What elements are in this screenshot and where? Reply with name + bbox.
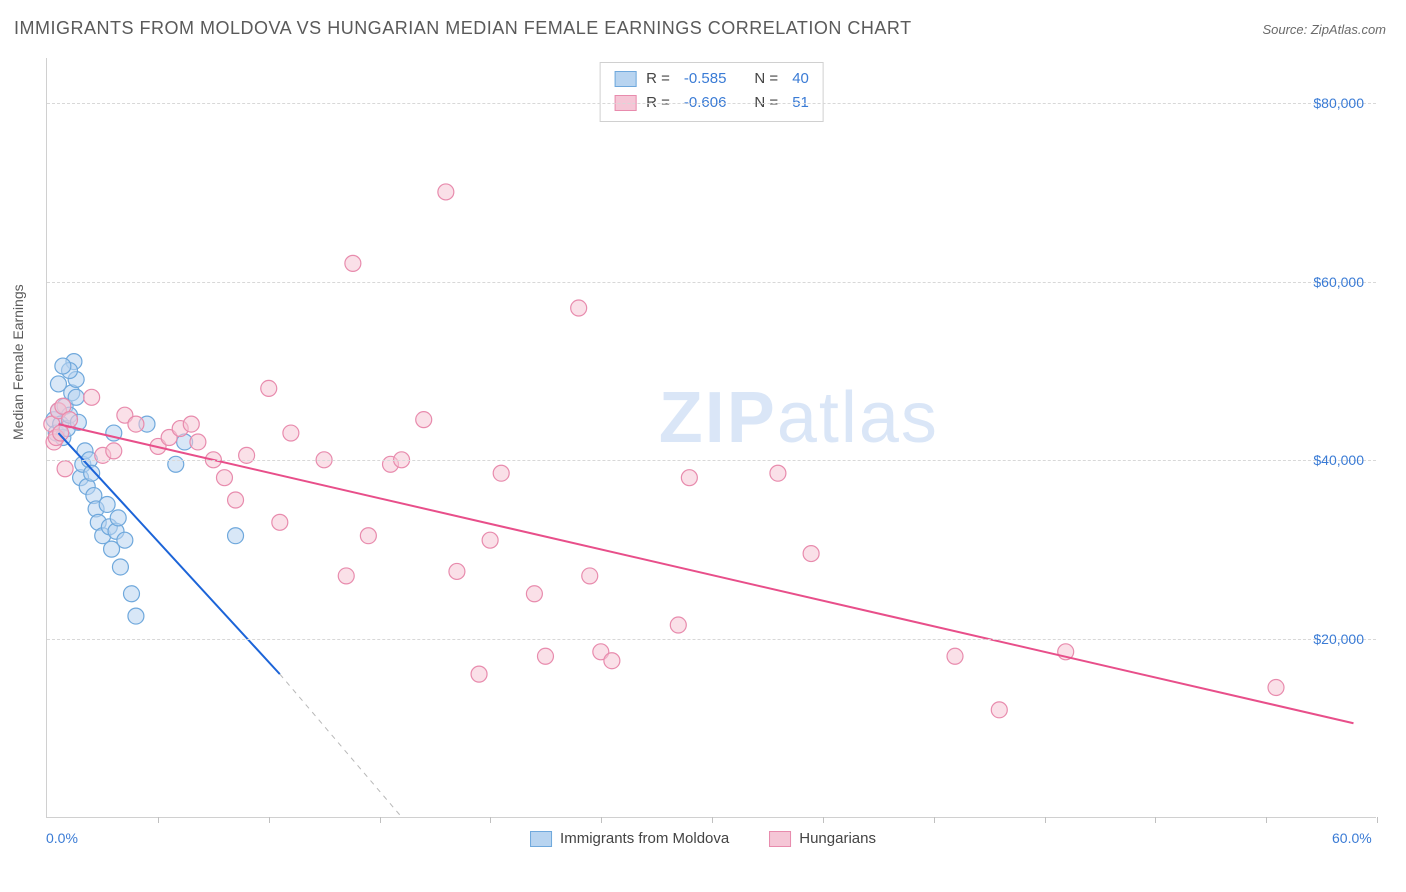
- x-tick: [380, 817, 381, 823]
- data-point: [190, 434, 206, 450]
- series-legend-item-moldova: Immigrants from Moldova: [530, 830, 729, 847]
- data-point: [537, 648, 553, 664]
- data-point: [55, 358, 71, 374]
- x-tick: [601, 817, 602, 823]
- y-tick-label: $80,000: [1313, 95, 1364, 111]
- data-point: [228, 492, 244, 508]
- series-legend-item-hungarians: Hungarians: [769, 830, 876, 847]
- series-legend: Immigrants from Moldova Hungarians: [530, 830, 876, 847]
- data-point: [283, 425, 299, 441]
- data-point: [604, 653, 620, 669]
- data-point: [128, 416, 144, 432]
- data-point: [449, 563, 465, 579]
- data-point: [99, 496, 115, 512]
- data-point: [128, 608, 144, 624]
- source-attribution: Source: ZipAtlas.com: [1262, 22, 1386, 37]
- series-label: Hungarians: [799, 830, 876, 847]
- plot-area: R =-0.585N =40R =-0.606N =51 ZIPatlas $2…: [46, 58, 1376, 818]
- gridline: [47, 282, 1376, 283]
- data-point: [526, 586, 542, 602]
- data-point: [183, 416, 199, 432]
- data-point: [482, 532, 498, 548]
- data-point: [84, 389, 100, 405]
- x-tick: [934, 817, 935, 823]
- data-point: [803, 546, 819, 562]
- data-point: [345, 255, 361, 271]
- y-axis-label: Median Female Earnings: [10, 284, 26, 440]
- data-point: [338, 568, 354, 584]
- data-point: [947, 648, 963, 664]
- legend-swatch: [530, 831, 552, 847]
- data-point: [272, 514, 288, 530]
- data-point: [991, 702, 1007, 718]
- data-point: [770, 465, 786, 481]
- r-label: R =: [646, 67, 670, 91]
- data-point: [493, 465, 509, 481]
- data-point: [1268, 680, 1284, 696]
- y-tick-label: $20,000: [1313, 631, 1364, 647]
- x-tick: [712, 817, 713, 823]
- x-tick: [823, 817, 824, 823]
- x-tick: [1266, 817, 1267, 823]
- x-tick: [1045, 817, 1046, 823]
- data-point: [571, 300, 587, 316]
- data-point: [582, 568, 598, 584]
- series-label: Immigrants from Moldova: [560, 830, 729, 847]
- x-tick: [1155, 817, 1156, 823]
- data-point: [168, 456, 184, 472]
- x-axis-min-label: 0.0%: [46, 830, 78, 846]
- correlation-legend: R =-0.585N =40R =-0.606N =51: [599, 62, 824, 122]
- regression-line: [58, 424, 1353, 723]
- legend-swatch: [614, 71, 636, 87]
- legend-row-moldova: R = -0.585 N = 40: [614, 67, 809, 91]
- data-point: [681, 470, 697, 486]
- y-tick-label: $60,000: [1313, 274, 1364, 290]
- gridline: [47, 103, 1376, 104]
- y-tick-label: $40,000: [1313, 452, 1364, 468]
- r-value: -0.585: [684, 67, 727, 91]
- data-point: [112, 559, 128, 575]
- x-axis-max-label: 60.0%: [1332, 830, 1372, 846]
- data-point: [261, 380, 277, 396]
- data-point: [360, 528, 376, 544]
- data-point: [216, 470, 232, 486]
- x-tick: [158, 817, 159, 823]
- x-tick: [490, 817, 491, 823]
- data-point: [110, 510, 126, 526]
- n-value: 40: [792, 67, 809, 91]
- data-point: [106, 443, 122, 459]
- chart-title: IMMIGRANTS FROM MOLDOVA VS HUNGARIAN MED…: [14, 18, 912, 39]
- gridline: [47, 460, 1376, 461]
- regression-extrapolation: [280, 674, 402, 817]
- data-point: [228, 528, 244, 544]
- data-point: [471, 666, 487, 682]
- scatter-svg: [47, 58, 1376, 817]
- data-point: [84, 465, 100, 481]
- x-tick: [1377, 817, 1378, 823]
- data-point: [416, 412, 432, 428]
- legend-swatch: [769, 831, 791, 847]
- data-point: [57, 461, 73, 477]
- data-point: [50, 376, 66, 392]
- gridline: [47, 639, 1376, 640]
- data-point: [117, 532, 133, 548]
- n-label: N =: [754, 67, 778, 91]
- x-tick: [269, 817, 270, 823]
- data-point: [670, 617, 686, 633]
- data-point: [438, 184, 454, 200]
- data-point: [124, 586, 140, 602]
